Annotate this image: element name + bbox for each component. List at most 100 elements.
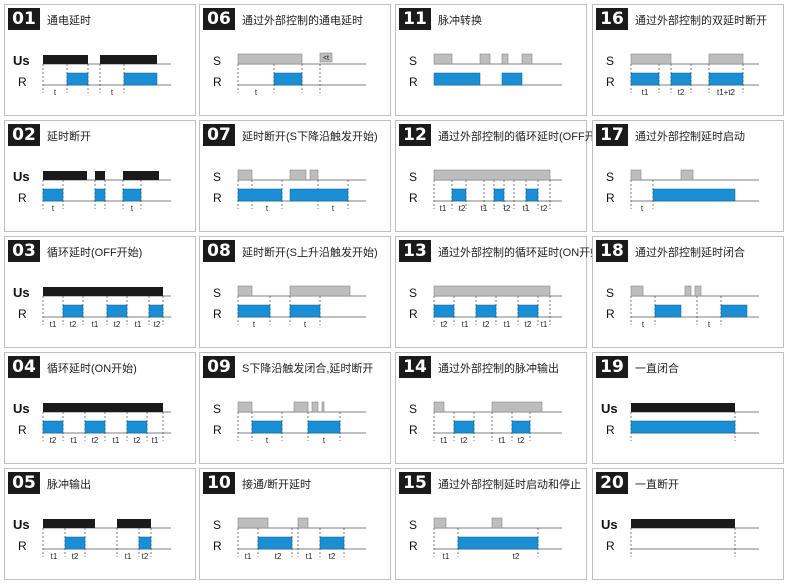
timing-diagram: SR bbox=[409, 53, 562, 89]
less-than-t-box bbox=[319, 52, 333, 63]
relay-pulse bbox=[138, 536, 152, 550]
input-pulse bbox=[43, 403, 163, 412]
relay-pulse bbox=[273, 72, 303, 86]
interval-label: t2 bbox=[154, 320, 161, 329]
timing-diagram: Us Rt2 t1 t2 t1 t2 t1 bbox=[13, 401, 171, 445]
mode-number-badge: 12 bbox=[399, 124, 431, 146]
relay-pulse bbox=[319, 536, 345, 550]
signal-label-relay: R bbox=[409, 191, 418, 205]
mode-number-badge: 03 bbox=[8, 240, 40, 262]
signal-label-relay: R bbox=[409, 539, 418, 553]
signal-label-input: S bbox=[409, 402, 417, 416]
relay-pulse bbox=[123, 72, 158, 86]
mode-title: 循环延时(ON开始) bbox=[47, 363, 137, 375]
signal-label-relay: R bbox=[213, 307, 222, 321]
interval-label: t1 bbox=[443, 552, 450, 561]
signal-label-input: Us bbox=[601, 517, 618, 532]
interval-label: t2 bbox=[329, 552, 336, 561]
input-pulse bbox=[100, 55, 157, 64]
input-pulse bbox=[311, 401, 319, 413]
mode-title: 通过外部控制的双延时断开 bbox=[635, 15, 767, 27]
mode-number-badge: 07 bbox=[203, 124, 235, 146]
signal-label-relay: R bbox=[606, 307, 615, 321]
timing-diagram: Us R bbox=[601, 517, 759, 557]
interval-label: t bbox=[266, 436, 269, 445]
interval-label: t bbox=[266, 204, 269, 213]
interval-label: t2 bbox=[70, 320, 77, 329]
input-pulse bbox=[289, 285, 351, 297]
less-than-t-label: <t bbox=[323, 55, 329, 62]
input-pulse bbox=[237, 169, 253, 181]
mode-title: 通过外部控制的脉冲输出 bbox=[438, 363, 559, 375]
interval-label: t2 bbox=[114, 320, 121, 329]
relay-pulse bbox=[475, 304, 497, 318]
input-pulse bbox=[237, 285, 253, 297]
signal-label-relay: R bbox=[213, 539, 222, 553]
relay-pulse bbox=[630, 420, 736, 434]
input-pulse bbox=[293, 401, 309, 413]
interval-label: t2 bbox=[518, 436, 525, 445]
signal-label-input: S bbox=[409, 286, 417, 300]
input-pulse bbox=[237, 53, 303, 65]
input-pulse bbox=[501, 53, 509, 65]
signal-label-relay: R bbox=[213, 75, 222, 89]
relay-pulse bbox=[42, 420, 64, 434]
signal-label-relay: R bbox=[213, 191, 222, 205]
mode-title: 一直断开 bbox=[635, 479, 679, 491]
input-pulse bbox=[491, 517, 503, 529]
interval-label: t bbox=[131, 204, 134, 213]
interval-label: t1 bbox=[50, 320, 57, 329]
relay-pulse bbox=[289, 304, 321, 318]
interval-label: t2 bbox=[461, 436, 468, 445]
relay-pulse bbox=[652, 188, 736, 202]
relay-pulse bbox=[433, 72, 481, 86]
input-pulse bbox=[630, 53, 672, 65]
interval-label: t bbox=[332, 204, 335, 213]
interval-label: t1 bbox=[462, 320, 469, 329]
input-pulse bbox=[433, 401, 445, 413]
interval-label: t1+t2 bbox=[717, 88, 736, 97]
timing-diagram: Us Rt1 t2 t1 t2 bbox=[13, 517, 171, 561]
mode-title: 通电延时 bbox=[47, 15, 91, 27]
signal-label-input: S bbox=[213, 402, 221, 416]
relay-pulse bbox=[62, 304, 84, 318]
relay-pulse bbox=[122, 188, 142, 202]
signal-label-input: Us bbox=[601, 401, 618, 416]
relay-pulse bbox=[64, 536, 86, 550]
relay-pulse bbox=[84, 420, 106, 434]
signal-label-input: S bbox=[213, 286, 221, 300]
signal-label-input: S bbox=[213, 54, 221, 68]
interval-label: t2 bbox=[678, 88, 685, 97]
interval-label: t2 bbox=[142, 552, 149, 561]
relay-pulse bbox=[654, 304, 682, 318]
signal-label-relay: R bbox=[409, 75, 418, 89]
interval-label: t2 bbox=[50, 436, 57, 445]
signal-label-relay: R bbox=[409, 423, 418, 437]
signal-label-input: S bbox=[606, 286, 614, 300]
timing-diagram: SRt t bbox=[213, 401, 366, 445]
interval-label: t1 bbox=[440, 204, 447, 213]
mode-number-badge: 02 bbox=[8, 124, 40, 146]
relay-pulse bbox=[501, 72, 523, 86]
relay-pulse bbox=[66, 72, 89, 86]
interval-label: t bbox=[54, 88, 57, 97]
interval-label: t1 bbox=[125, 552, 132, 561]
mode-number-badge: 11 bbox=[399, 8, 431, 30]
signal-label-input: Us bbox=[13, 401, 30, 416]
signal-label-input: S bbox=[213, 170, 221, 184]
relay-pulse bbox=[708, 72, 744, 86]
mode-title: S下降沿触发闭合,延时断开 bbox=[242, 363, 374, 375]
interval-label: t1 bbox=[642, 88, 649, 97]
mode-number-badge: 08 bbox=[203, 240, 235, 262]
input-pulse bbox=[43, 171, 87, 180]
